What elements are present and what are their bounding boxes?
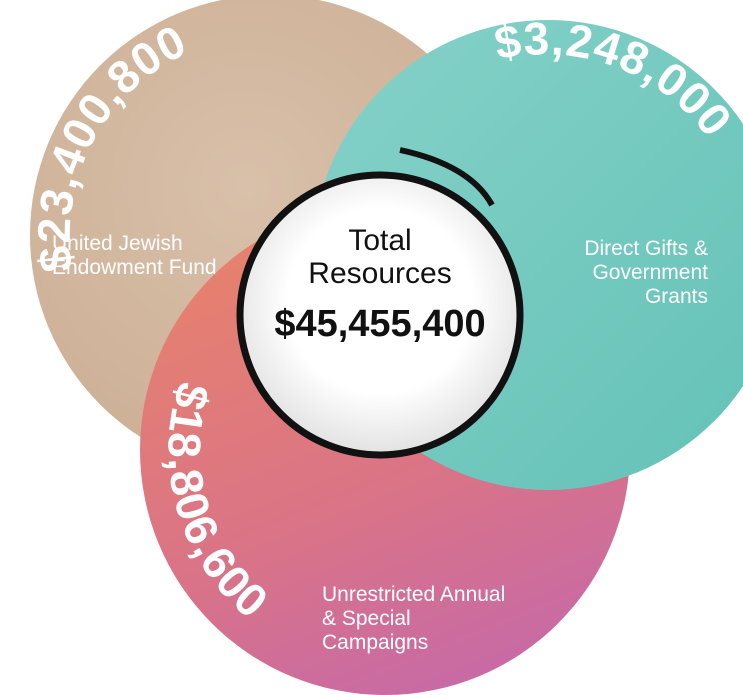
label: Direct Gifts & Government Grants <box>584 237 708 308</box>
center-title: Total Resources <box>308 224 452 290</box>
label: Unrestricted Annual & Special Campaigns <box>322 583 506 654</box>
pen-stroke <box>399 147 495 207</box>
center-amount: $45,455,400 <box>274 303 486 345</box>
label: United Jewish Endowment Fund <box>52 232 217 279</box>
center-circle <box>236 171 524 459</box>
